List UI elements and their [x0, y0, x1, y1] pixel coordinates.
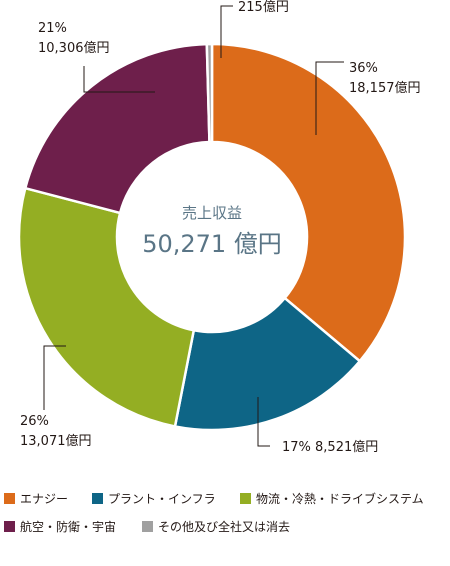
- slice-energy: [210, 42, 407, 363]
- legend-label-other: その他及び全社又は消去: [158, 520, 291, 534]
- leader-plant: [257, 397, 270, 447]
- leader-energy: [315, 61, 344, 135]
- legend-swatch-logistics: [240, 493, 251, 504]
- legend-item-energy: エナジー: [4, 490, 68, 507]
- legend-label-aerospace: 航空・防衛・宇宙: [20, 520, 117, 534]
- leader-other: [220, 5, 233, 58]
- slice-aerospace: [23, 42, 211, 215]
- legend-item-logistics: 物流・冷熱・ドライブシステム: [240, 490, 424, 507]
- legend-item-other: その他及び全社又は消去: [142, 518, 290, 535]
- slice-logistics: [17, 186, 196, 428]
- legend-swatch-other: [142, 521, 153, 532]
- donut-chart: 36% 18,157億円 17% 8,521億円 26% 13,071億円 21% 10,3…: [17, 0, 421, 455]
- data-label-energy-percent: 36%: [349, 61, 378, 76]
- data-label-aerospace-value: 10,306億円: [38, 40, 110, 56]
- center-label: 売上収益: [182, 204, 242, 222]
- legend: エナジー プラント・インフラ 物流・冷熱・ドライブシステム 航空・防衛・宇宙 そ…: [0, 486, 450, 566]
- center-value: 50,271 億円: [142, 230, 282, 258]
- legend-item-aerospace: 航空・防衛・宇宙: [4, 518, 116, 535]
- leader-logistics: [43, 345, 66, 410]
- slice-plant: [173, 296, 362, 432]
- legend-item-plant: プラント・インフラ: [92, 490, 216, 507]
- legend-label-energy: エナジー: [20, 492, 69, 506]
- data-label-logistics-value: 13,071億円: [20, 433, 92, 449]
- slice-other: [205, 42, 214, 144]
- data-label-logistics-percent: 26%: [20, 414, 49, 429]
- data-label-aerospace-percent: 21%: [38, 21, 67, 36]
- leader-aerospace: [83, 66, 155, 93]
- legend-swatch-aerospace: [4, 521, 15, 532]
- legend-swatch-plant: [92, 493, 103, 504]
- legend-label-plant: プラント・インフラ: [108, 492, 216, 506]
- legend-label-logistics: 物流・冷熱・ドライブシステム: [256, 492, 424, 506]
- data-label-energy-value: 18,157億円: [349, 80, 421, 96]
- legend-swatch-energy: [4, 493, 15, 504]
- data-label-other-value: 215億円: [238, 0, 289, 15]
- data-label-plant: 17% 8,521億円: [282, 439, 378, 455]
